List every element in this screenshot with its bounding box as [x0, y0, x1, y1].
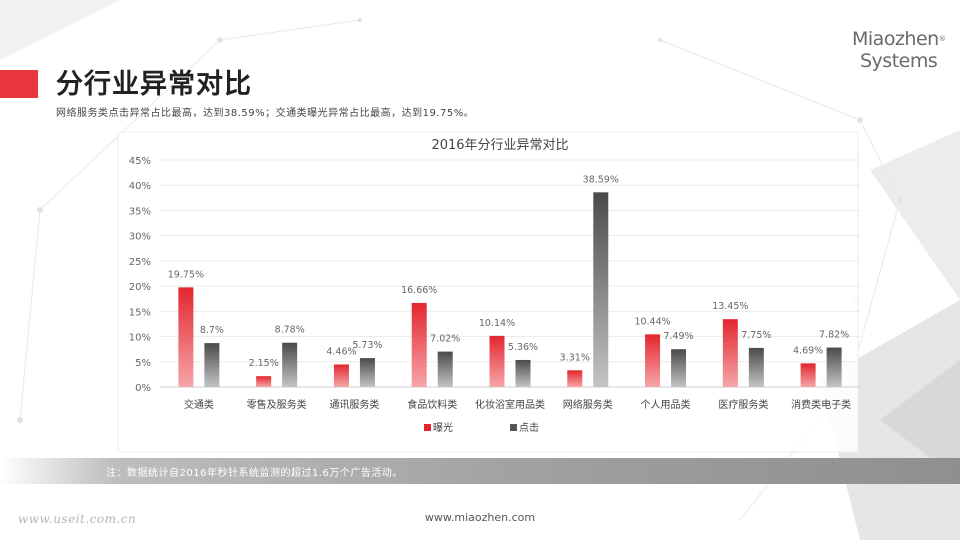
- bar-exposure: [722, 319, 738, 387]
- bar-click: [282, 342, 298, 387]
- bars: [178, 192, 842, 387]
- data-label: 4.69%: [793, 345, 823, 356]
- bar-click: [671, 349, 687, 387]
- x-tick-label: 网络服务类: [563, 398, 613, 411]
- bar-exposure: [178, 287, 194, 387]
- y-axis-ticks: 0% 5% 10% 15% 20% 25% 30% 35% 40% 45%: [129, 156, 151, 394]
- bar-click: [826, 347, 842, 387]
- legend-swatch: [510, 424, 517, 431]
- data-label: 10.14%: [479, 318, 515, 329]
- data-label: 7.02%: [430, 334, 460, 345]
- legend: 曝光 点击: [424, 421, 539, 434]
- y-tick-label: 0%: [135, 383, 151, 394]
- bar-click: [515, 359, 531, 387]
- bar-click: [359, 358, 375, 387]
- data-label: 19.75%: [168, 269, 204, 280]
- x-tick-label: 医疗服务类: [718, 398, 768, 411]
- bar-click: [593, 192, 609, 387]
- title-accent-bar: [0, 70, 38, 98]
- y-tick-label: 30%: [129, 232, 151, 243]
- footnote: 注：数据统计自2016年秒针系统监测的超过1.6万个广告活动。: [106, 468, 403, 479]
- bar-exposure: [411, 302, 427, 387]
- y-tick-label: 25%: [129, 257, 151, 268]
- data-label: 7.49%: [663, 331, 693, 342]
- legend-label: 点击: [519, 422, 539, 434]
- y-tick-label: 35%: [129, 206, 151, 217]
- page-subtitle: 网络服务类点击异常占比最高，达到38.59%；交通类曝光异常占比最高，达到19.…: [56, 108, 475, 119]
- x-tick-label: 交通类: [184, 398, 214, 411]
- x-tick-label: 零售及服务类: [247, 398, 307, 411]
- x-tick-label: 个人用品类: [641, 398, 691, 411]
- x-tick-label: 通讯服务类: [329, 398, 379, 411]
- logo-line-2: Systems: [860, 50, 938, 72]
- data-label: 16.66%: [401, 285, 437, 296]
- bar-exposure: [333, 364, 349, 387]
- y-tick-label: 10%: [129, 333, 151, 344]
- y-tick-label: 20%: [129, 282, 151, 293]
- data-label: 38.59%: [583, 174, 619, 185]
- watermark: www.useit.com.cn: [18, 512, 137, 526]
- data-label: 5.36%: [508, 342, 538, 353]
- bar-click: [437, 351, 453, 387]
- bar-click: [204, 343, 220, 387]
- data-labels: 19.75% 8.7% 2.15% 8.78% 4.46%5.73% 16.66% 7.02…: [168, 174, 849, 369]
- y-tick-label: 15%: [129, 307, 151, 318]
- data-label: 8.78%: [275, 325, 305, 336]
- y-tick-label: 5%: [135, 358, 151, 369]
- x-tick-label: 食品饮料类: [407, 398, 457, 411]
- x-tick-label: 消费类电子类: [791, 398, 851, 411]
- data-label: 2.15%: [249, 358, 279, 369]
- bar-exposure: [645, 334, 661, 387]
- logo-line-1: Miaozhen: [852, 28, 939, 50]
- page-title: 分行业异常对比: [56, 69, 252, 100]
- bar-click: [748, 347, 764, 387]
- bar-exposure: [800, 363, 816, 387]
- note-band: [0, 458, 960, 484]
- y-tick-label: 40%: [129, 181, 151, 192]
- y-tick-label: 45%: [129, 156, 151, 167]
- bar-exposure: [567, 370, 583, 387]
- footer-url-link[interactable]: www.miaozhen.com: [424, 511, 536, 524]
- miaozhen-logo: Miaozhen® Systems: [852, 28, 946, 72]
- data-label: 13.45%: [712, 301, 748, 312]
- bar-exposure: [489, 335, 505, 387]
- data-label: 10.44%: [634, 316, 670, 327]
- legend-label: 曝光: [433, 421, 453, 434]
- data-label: 3.31%: [560, 352, 590, 363]
- logo-registered-mark: ®: [938, 35, 946, 43]
- chart-title: 2016年分行业异常对比: [431, 138, 568, 153]
- legend-swatch: [424, 424, 431, 431]
- data-label: 8.7%: [200, 325, 224, 336]
- data-label: 7.75%: [741, 330, 771, 341]
- bar-exposure: [256, 376, 272, 387]
- data-label: 7.82%: [819, 330, 849, 341]
- data-label: 4.46%: [326, 347, 356, 358]
- x-axis-ticks: 交通类 零售及服务类 通讯服务类 食品饮料类 化妆浴室用品类 网络服务类 个人用品类 医疗服务…: [184, 398, 851, 411]
- x-tick-label: 化妆浴室用品类: [475, 398, 545, 411]
- data-label: 5.73%: [352, 340, 382, 351]
- grid-lines: [160, 159, 860, 388]
